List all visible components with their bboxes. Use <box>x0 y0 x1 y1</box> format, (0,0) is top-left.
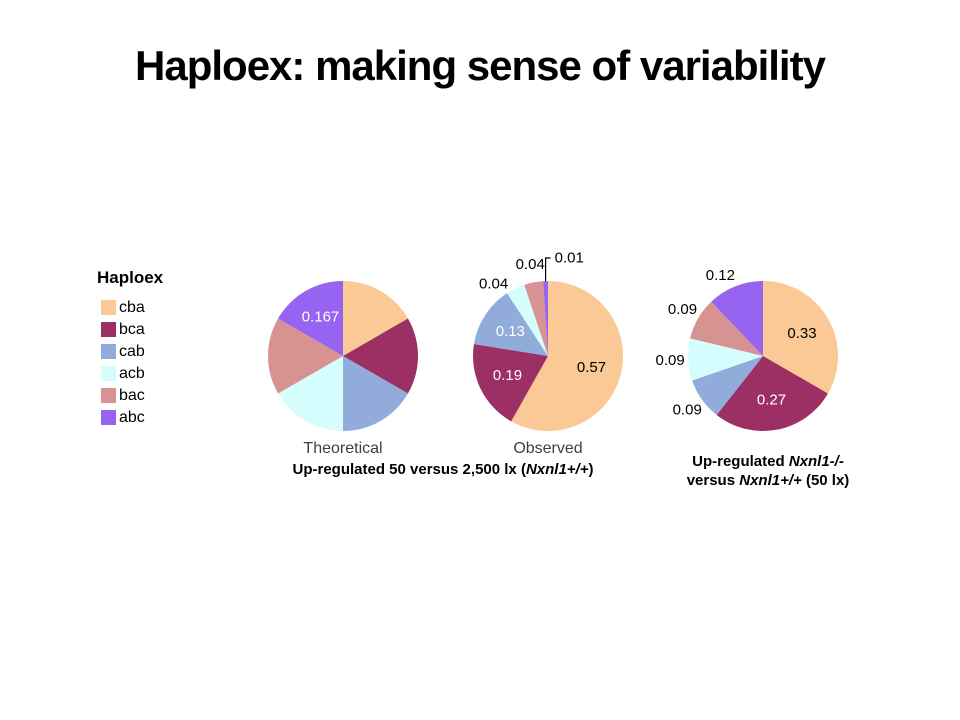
caption-line-1: Up-regulated Nxnl1-/- <box>692 453 844 470</box>
legend-item-bca: bca <box>96 318 163 340</box>
pie-chart-nxnl1-knockout: 0.33 0.27 0.09 0.09 0.09 0.12 <box>655 267 838 431</box>
pie-slice-abc <box>543 280 548 356</box>
legend-item-cba: cba <box>96 296 163 318</box>
legend-item-acb: acb <box>96 362 163 384</box>
pie-slice-bac <box>268 318 343 394</box>
pie-subtitle-observed: Observed <box>513 440 583 457</box>
pie-slice-abc <box>278 281 343 356</box>
pie-value-label: 0.09 <box>673 401 702 418</box>
pie-slice-cab <box>473 293 548 356</box>
legend-label: bac <box>119 386 145 404</box>
caption-line-2: versus Nxnl1+/+ (50 lx) <box>686 472 850 489</box>
caption-pair-charts: Up-regulated 50 versus 2,500 lx (Nxnl1+/… <box>223 460 663 479</box>
pie-slice-cba <box>763 281 838 394</box>
pie-slice-cba <box>343 281 408 356</box>
legend-swatch-bca <box>101 321 116 337</box>
caption-text: Up-regulated 50 versus 2,500 lx (Nxnl1+/… <box>292 461 594 478</box>
pie-slice-cab <box>343 356 408 431</box>
pie-slice-bca <box>343 318 418 394</box>
legend-swatch-cab <box>101 343 116 359</box>
slide-title: Haploex: making sense of variability <box>135 42 826 89</box>
pie-value-label: 0.33 <box>787 325 816 342</box>
legend-label: acb <box>119 364 145 382</box>
pie-value-label: 0.01 <box>555 250 584 267</box>
pie-value-label: 0.04 <box>479 276 508 293</box>
pie-slice-acb <box>278 356 343 431</box>
pie-value-label: 0.19 <box>493 367 522 384</box>
pie-value-label: 0.04 <box>516 256 545 273</box>
pie-value-label: 0.09 <box>668 301 697 318</box>
pie-slice-cba <box>511 281 624 431</box>
pie-value-label: 0.27 <box>757 392 786 409</box>
legend-swatch-acb <box>101 365 116 381</box>
pie-slice-acb <box>687 338 763 381</box>
caption-third-chart: Up-regulated Nxnl1-/- versus Nxnl1+/+ (5… <box>643 452 893 490</box>
pie-chart-theoretical: 0.167 <box>268 281 418 431</box>
legend-label: abc <box>119 408 145 426</box>
pie-value-label: 0.167 <box>302 309 340 326</box>
legend-label: bca <box>119 320 145 338</box>
legend-swatch-cba <box>101 299 116 315</box>
legend-item-cab: cab <box>96 340 163 362</box>
pie-slice-bca <box>716 356 828 431</box>
legend-item-bac: bac <box>96 384 163 406</box>
legend-item-abc: abc <box>96 406 163 428</box>
pie-value-label: 0.57 <box>577 359 606 376</box>
pie-chart-observed: 0.57 0.19 0.13 0.04 0.04 0.01 <box>472 250 624 431</box>
pie-subtitle-theoretical: Theoretical <box>303 440 383 457</box>
pie-slice-acb <box>507 284 548 356</box>
legend-label: cab <box>119 342 145 360</box>
legend-swatch-bac <box>101 387 116 403</box>
pie-slice-bca <box>472 344 548 422</box>
pie-slice-bac <box>690 301 763 356</box>
legend-label: cba <box>119 298 145 316</box>
legend-swatch-abc <box>101 409 116 425</box>
haploex-legend: Haploex cba bca cab acb bac abc <box>96 268 163 428</box>
pie-value-label: 0.09 <box>655 352 684 369</box>
pie-slice-abc <box>711 281 763 356</box>
pie-slice-cab <box>692 356 763 415</box>
pie-value-label: 0.12 <box>706 267 735 284</box>
pie-slice-bac <box>524 281 548 356</box>
legend-title: Haploex <box>97 268 164 287</box>
label-leader-line <box>544 257 551 281</box>
pie-value-label: 0.13 <box>496 323 525 340</box>
